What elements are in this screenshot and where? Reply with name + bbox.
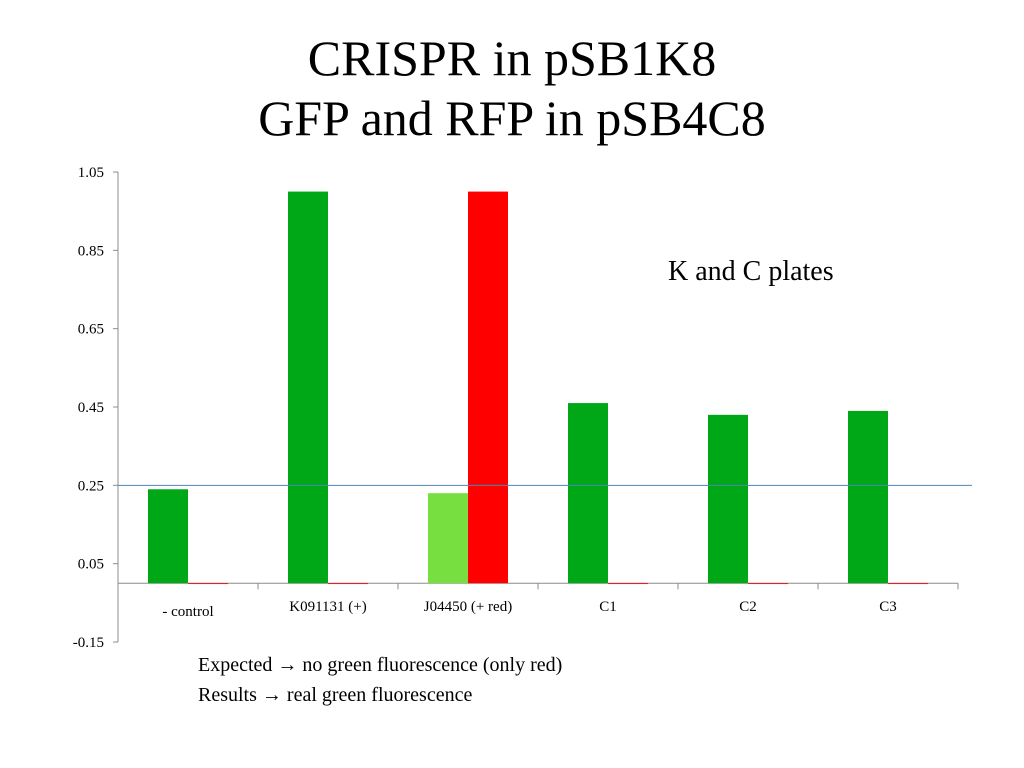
y-tick-label: 0.05 — [78, 557, 104, 573]
x-category-label: C1 — [599, 599, 617, 615]
x-category-label: C2 — [739, 599, 757, 615]
bar-series2-4 — [748, 583, 788, 585]
title-line-1: CRISPR in pSB1K8 — [307, 30, 717, 86]
chart-annotation: K and C plates — [668, 256, 834, 287]
y-tick-label: 0.85 — [78, 243, 104, 259]
bar-series2-1 — [328, 583, 368, 585]
bar-series2-5 — [888, 583, 928, 585]
bar-series1-0 — [148, 489, 188, 584]
y-tick-label: 0.45 — [78, 400, 104, 416]
x-category-label: C3 — [879, 599, 897, 615]
bar-series1-3 — [568, 403, 608, 584]
y-tick-label: 1.05 — [78, 165, 104, 181]
y-tick-label: 0.65 — [78, 322, 104, 338]
x-category-label: K091131 (+) — [289, 599, 366, 615]
arrow-right-icon: → — [261, 684, 282, 706]
x-category-label: J04450 (+ red) — [424, 599, 512, 615]
bar-series1-1 — [288, 191, 328, 584]
note-expected-label: Expected — [198, 654, 273, 676]
note-expected: Expected → no green fluorescence (only r… — [198, 650, 562, 680]
y-tick-label: -0.15 — [73, 635, 104, 651]
slide-title: CRISPR in pSB1K8 GFP and RFP in pSB4C8 — [0, 28, 1024, 148]
bar-series1-5 — [848, 410, 888, 584]
notes-block: Expected → no green fluorescence (only r… — [198, 650, 562, 710]
note-expected-text: no green fluorescence (only red) — [302, 654, 563, 676]
y-tick-label: 0.25 — [78, 478, 104, 494]
arrow-right-icon: → — [277, 654, 298, 676]
bar-series2-2 — [468, 191, 508, 584]
bar-series1-2 — [428, 493, 468, 584]
bar-series1-4 — [708, 414, 748, 584]
note-results-text: real green fluorescence — [286, 684, 473, 706]
bar-series2-3 — [608, 583, 648, 585]
note-results: Results → real green fluorescence — [198, 680, 562, 710]
x-category-label: - control — [162, 604, 213, 620]
title-line-2: GFP and RFP in pSB4C8 — [258, 90, 766, 146]
note-results-label: Results — [198, 684, 257, 706]
bar-series2-0 — [188, 583, 228, 585]
